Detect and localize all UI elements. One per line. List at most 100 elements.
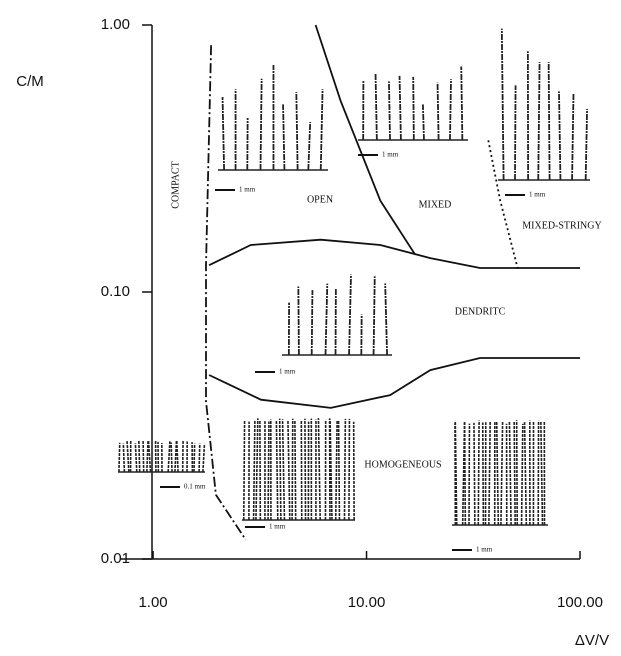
- inset-sketch: [374, 73, 378, 141]
- inset-sketch: [460, 66, 464, 141]
- x-tick-label: 10.00: [348, 594, 386, 611]
- region-label: COMPACT: [170, 161, 181, 208]
- inset-sketch: [571, 93, 575, 181]
- inset-sketch: [348, 274, 352, 356]
- inset-sketch: [334, 420, 338, 521]
- inset-sketch: [142, 440, 145, 473]
- y-axis-label: C/M: [16, 73, 44, 90]
- inset-sketch: [295, 92, 299, 171]
- inset-sketch: [412, 76, 415, 141]
- inset-sketch: [255, 418, 259, 521]
- scale-label: 1 mm: [382, 151, 399, 159]
- x-axis-label: ΔV/V: [575, 632, 609, 649]
- inset-sketch: [481, 422, 485, 526]
- inset-sketch: [138, 440, 141, 473]
- inset-sketch: [463, 421, 467, 526]
- inset-sketch: [278, 418, 282, 521]
- inset-sketch: [449, 79, 452, 141]
- boundary: [208, 357, 580, 409]
- inset-sketch: [436, 82, 440, 141]
- scale-label: 1 mm: [279, 368, 296, 376]
- inset-sketch: [422, 104, 425, 141]
- inset-sketch: [495, 421, 500, 526]
- inset-sketch: [508, 421, 512, 526]
- inset-sketch: [547, 62, 551, 181]
- inset-sketch: [126, 440, 130, 473]
- inset-sketch: [170, 442, 173, 473]
- inset-sketch: [584, 108, 588, 181]
- inset-sketch: [282, 104, 286, 171]
- inset-sketch: [307, 121, 312, 171]
- inset-sketch: [287, 420, 291, 521]
- inset-sketch: [329, 419, 333, 521]
- inset-sketch: [167, 441, 171, 473]
- region-label: OPEN: [307, 194, 333, 205]
- inset-sketch: [398, 75, 402, 141]
- x-tick-label: 1.00: [138, 594, 167, 611]
- inset-sketch: [175, 440, 179, 473]
- inset-sketch: [275, 420, 279, 521]
- inset-sketch: [174, 440, 178, 473]
- inset-sketch: [317, 418, 321, 521]
- inset-sketch: [304, 418, 307, 521]
- region-label: HOMOGENEOUS: [364, 459, 441, 470]
- inset-sketch: [134, 443, 138, 473]
- y-tick-label: 0.10: [101, 283, 130, 300]
- inset-sketch: [477, 420, 480, 526]
- inset-sketch: [147, 440, 152, 473]
- inset-sketch: [291, 418, 294, 521]
- inset-sketch: [202, 443, 206, 473]
- inset-sketch: [473, 422, 476, 526]
- scale-label: 1 mm: [476, 546, 493, 554]
- boundary: [205, 45, 247, 541]
- inset-sketch: [500, 28, 505, 181]
- inset-sketch: [221, 96, 225, 171]
- region-label: DENDRITC: [455, 306, 506, 317]
- inset-sketch: [540, 421, 544, 526]
- inset-sketch: [122, 443, 126, 473]
- inset-sketch: [337, 420, 341, 521]
- inset-sketch: [146, 441, 149, 473]
- inset-sketch: [281, 419, 286, 521]
- inset-sketch: [500, 421, 504, 526]
- inset-sketch: [488, 421, 491, 526]
- inset-sketch: [310, 290, 314, 356]
- y-tick-label: 1.00: [101, 16, 130, 33]
- inset-sketch: [348, 418, 351, 521]
- inset-sketch: [294, 420, 297, 521]
- boundary: [208, 238, 580, 269]
- inset-sketch: [558, 91, 562, 181]
- inset-sketch: [537, 62, 541, 181]
- inset-sketch: [198, 443, 201, 473]
- x-tick-label: 100.00: [557, 594, 603, 611]
- inset-sketch: [372, 276, 376, 356]
- inset-sketch: [514, 85, 517, 181]
- scale-label: 1 mm: [529, 191, 546, 199]
- inset-sketch: [118, 442, 121, 473]
- y-tick-label: 0.01: [101, 550, 130, 567]
- inset-sketch: [242, 419, 246, 521]
- inset-sketch: [513, 421, 516, 526]
- inset-sketch: [461, 422, 466, 526]
- inset-sketch: [267, 421, 270, 521]
- inset-sketch: [515, 420, 519, 526]
- boundary: [314, 24, 416, 256]
- region-label: MIXED: [419, 199, 452, 210]
- inset-sketch: [193, 443, 196, 473]
- inset-sketch: [297, 286, 300, 356]
- scale-label: 1 mm: [239, 186, 256, 194]
- boundary: [487, 140, 519, 271]
- inset-sketch: [523, 422, 528, 526]
- scale-label: 0.1 mm: [184, 483, 206, 491]
- inset-sketch: [319, 89, 324, 171]
- inset-sketch: [454, 420, 458, 526]
- inset-sketch: [343, 418, 347, 521]
- inset-sketch: [388, 81, 391, 141]
- inset-sketch: [520, 423, 524, 526]
- inset-sketch: [324, 283, 329, 356]
- region-label: MIXED-STRINGY: [522, 220, 601, 231]
- inset-sketch: [252, 420, 256, 521]
- inset-sketch: [384, 283, 388, 356]
- scale-label: 1 mm: [269, 523, 286, 531]
